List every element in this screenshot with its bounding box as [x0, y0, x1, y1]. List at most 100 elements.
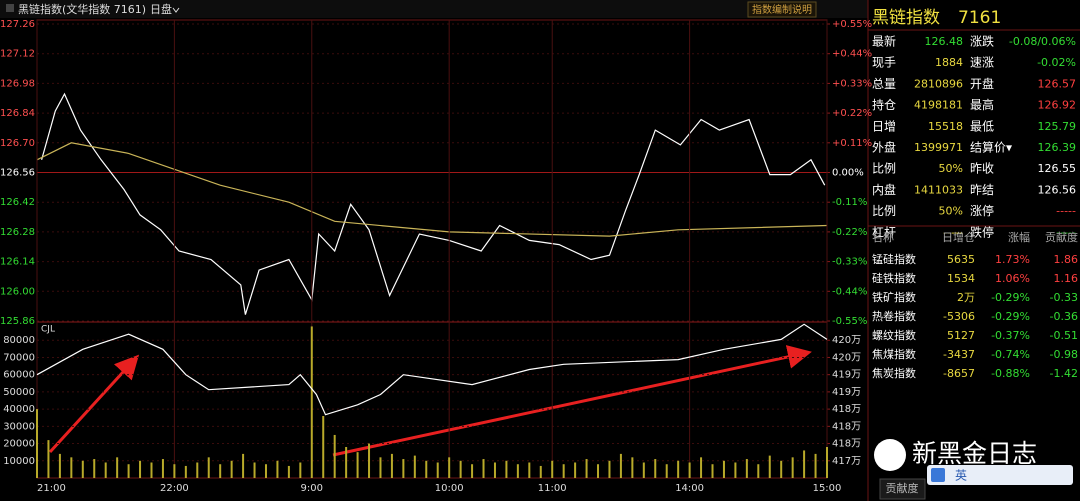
table-cell: -0.37% — [991, 329, 1030, 342]
quote-value: 126.55 — [1038, 162, 1077, 175]
volume-bar — [677, 460, 680, 478]
volume-bar — [333, 434, 336, 478]
volume-bar — [471, 464, 474, 478]
volume-bar — [379, 457, 382, 478]
volume-bar — [448, 457, 451, 478]
y-tick-label: 50000 — [3, 387, 35, 398]
index-doc-link[interactable]: 指数编制说明 — [752, 3, 812, 16]
quote-value: 2810896 — [914, 77, 963, 90]
quote-label: 跌停 — [970, 224, 994, 239]
volume-bar — [516, 464, 519, 478]
panel-code: 7161 — [958, 8, 1001, 28]
y2-tick-label: +0.22% — [832, 108, 872, 119]
volume-bar — [505, 460, 508, 478]
menu-icon[interactable] — [6, 4, 14, 12]
volume-bar — [184, 465, 187, 478]
volume-bar — [322, 416, 325, 478]
quote-value: 126.39 — [1038, 141, 1077, 154]
quote-value: ----- — [943, 226, 963, 239]
volume-bar — [242, 453, 245, 478]
panel-name: 黑链指数 — [872, 8, 940, 28]
y2-tick-label: -0.11% — [832, 197, 867, 208]
link-box[interactable] — [747, 1, 817, 18]
quote-label: 最低 — [970, 119, 994, 133]
table-cell: -5306 — [943, 310, 975, 323]
volume-bar — [139, 460, 142, 478]
volume-bar — [654, 459, 657, 478]
volume-bar — [173, 464, 176, 478]
y2-tick-label: 418万 — [832, 439, 861, 450]
volume-bar — [276, 460, 279, 478]
volume-bar — [402, 459, 405, 478]
y2-tick-label: 420万 — [832, 335, 861, 346]
volume-bar — [230, 460, 233, 478]
quote-value: 15518 — [928, 120, 963, 133]
y2-tick-label: 0.00% — [832, 168, 864, 179]
ime-mode[interactable]: 英 — [955, 469, 967, 483]
y-tick-label: 126.84 — [0, 108, 35, 119]
panel-title: CJL — [41, 325, 55, 335]
x-tick-label: 15:00 — [813, 483, 842, 494]
volume-bar — [780, 460, 783, 478]
quote-label: 比例 — [872, 162, 896, 176]
ime-logo — [931, 468, 945, 482]
volume-bar — [70, 457, 73, 478]
quote-label: 杠杆 — [872, 224, 896, 239]
y-tick-label: 126.00 — [0, 286, 35, 297]
table-cell: -0.51 — [1050, 329, 1078, 342]
column-header: 涨幅 — [1008, 231, 1030, 244]
quote-value: 126.92 — [1038, 99, 1077, 112]
volume-bar — [551, 460, 554, 478]
y2-tick-label: 418万 — [832, 404, 861, 415]
volume-bar — [58, 453, 61, 478]
chart-header-title: 黑链指数(文华指数 7161) — [18, 2, 146, 16]
quote-value: 125.79 — [1038, 120, 1077, 133]
quote-label: 持仓 — [872, 97, 896, 112]
y-tick-label: 126.42 — [0, 197, 35, 208]
column-header: 贡献度 — [1045, 230, 1078, 244]
y-tick-label: 127.26 — [0, 19, 35, 30]
quote-label: 总量 — [872, 77, 896, 91]
table-cell: -1.42 — [1050, 367, 1078, 380]
volume-bar — [345, 447, 348, 478]
quote-value: 1884 — [935, 56, 963, 69]
quote-value: 126.56 — [1038, 183, 1077, 196]
x-tick-label: 9:00 — [301, 483, 323, 494]
column-header: 名称 — [872, 230, 894, 244]
y2-tick-label: -0.22% — [832, 227, 867, 238]
y2-tick-label: 419万 — [832, 370, 861, 381]
table-cell: -0.88% — [991, 367, 1030, 380]
tab-label[interactable]: 贡献度 — [886, 481, 919, 495]
volume-bar — [688, 462, 691, 478]
volume-bar — [574, 462, 577, 478]
y2-tick-label: +0.11% — [832, 138, 872, 149]
volume-bar — [722, 460, 725, 478]
table-cell: -0.33 — [1050, 291, 1078, 304]
volume-bar — [127, 464, 130, 478]
volume-bar — [711, 464, 714, 478]
wechat-icon — [874, 439, 906, 471]
y2-tick-label: 417万 — [832, 456, 861, 467]
session-selector[interactable]: 日盘 — [150, 2, 172, 16]
y-tick-label: 20000 — [3, 439, 35, 450]
tab[interactable] — [879, 478, 926, 500]
quote-label: 涨跌 — [970, 34, 994, 49]
y-tick-label: 70000 — [3, 352, 35, 363]
volume-bar — [585, 459, 588, 478]
table-cell: -0.98 — [1050, 348, 1078, 361]
y2-tick-label: 419万 — [832, 387, 861, 398]
volume-bar — [642, 462, 645, 478]
quote-label: 最新 — [872, 34, 896, 49]
watermark: 新黑金日志 — [912, 439, 1037, 468]
quote-value: -0.08/0.06% — [1009, 35, 1076, 48]
y-tick-label: 30000 — [3, 421, 35, 432]
y2-tick-label: -0.44% — [832, 286, 867, 297]
volume-bar — [116, 457, 119, 478]
y2-tick-label: -0.55% — [832, 316, 867, 327]
ime-toolbar[interactable] — [927, 465, 1073, 485]
table-cell: 硅铁指数 — [872, 271, 916, 285]
volume-bar — [791, 457, 794, 478]
quote-value: 50% — [939, 205, 963, 218]
table-cell: 焦炭指数 — [872, 366, 916, 380]
table-cell: 锰硅指数 — [872, 252, 916, 266]
